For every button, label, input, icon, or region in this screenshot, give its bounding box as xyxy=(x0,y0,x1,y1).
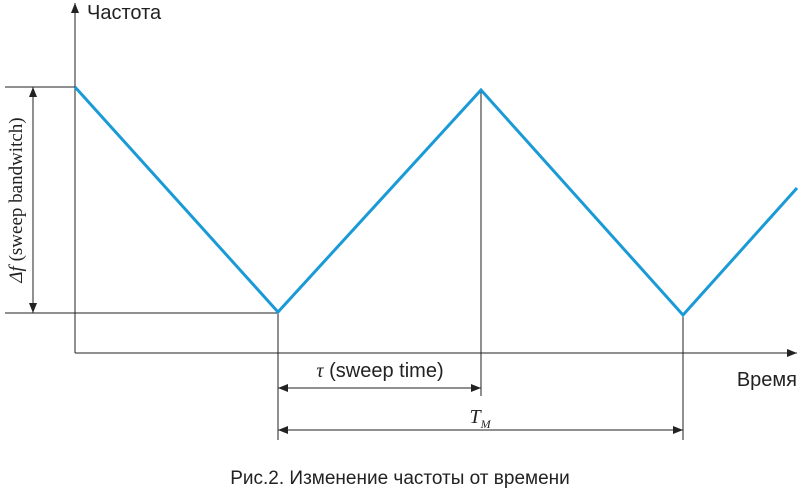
frequency-wave xyxy=(73,85,799,318)
delta-f-label: Δf (sweep bandwitch) xyxy=(6,117,27,283)
tau-symbol: τ xyxy=(316,360,324,382)
tau-text: (sweep time) xyxy=(329,360,443,382)
tau-label: τ (sweep time) xyxy=(316,360,443,382)
caption: Рис.2. Изменение частоты от времени xyxy=(230,468,570,489)
y-axis-label: Частота xyxy=(87,2,162,24)
period-symbol: T xyxy=(469,406,482,428)
x-axis-label: Время xyxy=(737,369,797,391)
period-label: TM xyxy=(469,406,491,431)
period-subscript: M xyxy=(480,417,492,431)
delta-f-symbol: Δf xyxy=(6,263,27,283)
delta-f-text: (sweep bandwitch) xyxy=(6,117,27,261)
